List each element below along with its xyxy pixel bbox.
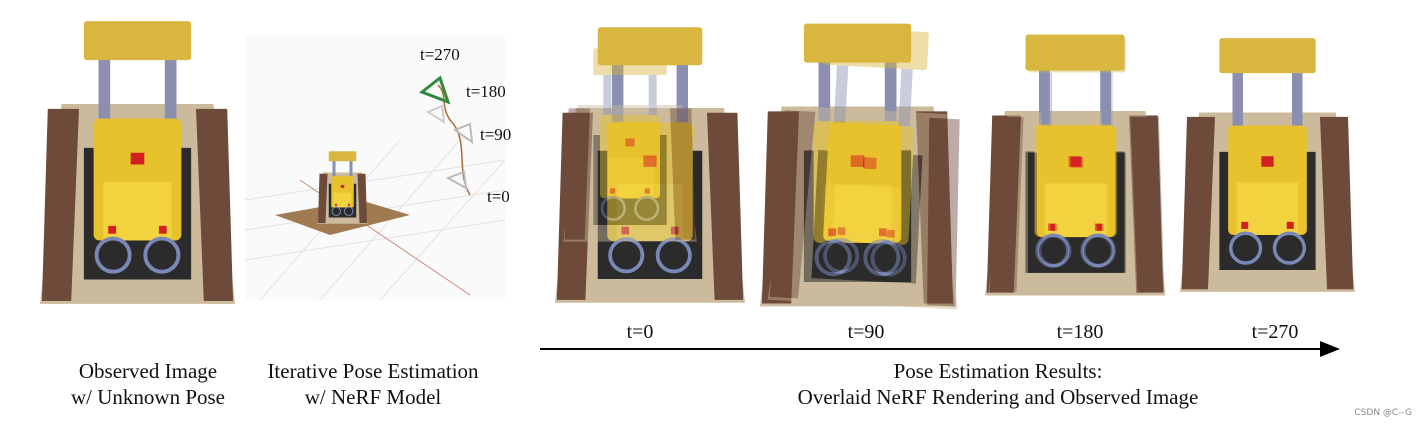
watermark: CSDN @C--G	[1354, 408, 1412, 418]
observed-image	[40, 19, 235, 306]
caption: w/ NeRF Model	[305, 385, 442, 409]
frame-label: t=90	[848, 321, 885, 343]
result-frame	[985, 32, 1166, 298]
camera-label: t=270	[420, 45, 460, 64]
result-frame	[760, 21, 973, 312]
caption: Overlaid NeRF Rendering and Observed Ima…	[798, 385, 1199, 409]
camera-label: t=0	[487, 187, 510, 206]
caption: Pose Estimation Results:	[894, 359, 1103, 383]
result-frame	[1180, 36, 1355, 294]
caption: w/ Unknown Pose	[71, 385, 225, 409]
camera-label: t=180	[466, 82, 506, 101]
nerf-scene	[244, 35, 506, 301]
caption: Observed Image	[79, 359, 217, 383]
frame-label: t=180	[1057, 321, 1104, 343]
caption: Iterative Pose Estimation	[267, 359, 479, 383]
result-frame	[555, 25, 745, 305]
frame-label: t=270	[1252, 321, 1299, 343]
arrow-head	[1320, 341, 1340, 357]
frame-label: t=0	[627, 321, 654, 343]
camera-label: t=90	[480, 125, 511, 144]
